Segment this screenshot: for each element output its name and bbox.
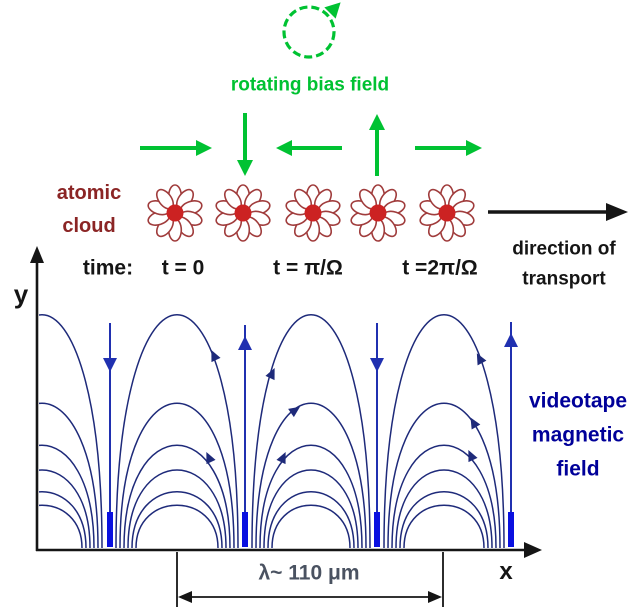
- field-arc: [39, 469, 91, 549]
- x-axis-label: x: [499, 558, 513, 585]
- field-arrow-up: [504, 333, 518, 347]
- atomic-cloud-label-line2: cloud: [62, 215, 116, 237]
- field-arc: [399, 491, 489, 549]
- field-arc: [271, 504, 351, 549]
- transport-label-line1: direction of: [512, 238, 616, 260]
- field-arc: [39, 444, 95, 549]
- atomic-cloud-symbol: [283, 184, 343, 242]
- field-arrow-down: [370, 358, 384, 372]
- field-arc: [391, 444, 497, 549]
- field-arc: [251, 314, 371, 549]
- rotating-bias-field-label: rotating bias field: [230, 74, 390, 96]
- field-arc: [383, 314, 505, 549]
- field-arrow: [276, 452, 286, 465]
- field-arc: [387, 402, 501, 549]
- field-arrow: [468, 450, 478, 463]
- videotape-label-line1: videotape: [528, 389, 628, 413]
- field-arc: [127, 469, 227, 549]
- field-arc: [263, 469, 359, 549]
- field-arrow: [206, 452, 216, 465]
- field-arc: [259, 444, 363, 549]
- field-arc: [267, 491, 355, 549]
- field-arrow: [288, 406, 301, 418]
- field-arrow: [211, 350, 221, 363]
- field-arrow: [476, 353, 487, 366]
- transport-label-line2: transport: [522, 268, 606, 290]
- bias-arrow-left: [276, 140, 342, 156]
- field-arrow-down: [103, 358, 117, 372]
- transport-arrow: [488, 203, 628, 221]
- atomic-cloud-symbols: [145, 184, 477, 242]
- time-label: time:: [82, 256, 134, 280]
- bias-arrow-down: [237, 113, 253, 176]
- time-value-1: t = π/Ω: [273, 256, 343, 280]
- atomic-cloud-symbol: [348, 184, 408, 242]
- bias-arrow-right-2: [415, 140, 482, 156]
- bias-arrow-up: [369, 114, 385, 176]
- magnetic-field-lines: [39, 314, 518, 549]
- x-axis: [36, 542, 542, 558]
- videotape-label-line2: magnetic: [531, 423, 625, 447]
- field-arc: [135, 504, 219, 549]
- wavelength-bracket: [176, 552, 444, 607]
- time-value-0: t = 0: [161, 256, 205, 280]
- field-arrow-up: [238, 336, 252, 350]
- atomic-cloud-symbol: [213, 184, 273, 242]
- field-arrow: [265, 368, 275, 381]
- field-arc: [119, 402, 235, 549]
- field-arc: [123, 444, 231, 549]
- field-arc: [255, 402, 367, 549]
- atomic-cloud-symbol: [417, 184, 477, 242]
- wavelength-label: λ~ 110 μm: [258, 561, 360, 585]
- field-arc: [403, 504, 485, 549]
- rotating-arrow-icon: [282, 2, 341, 59]
- y-axis: [30, 246, 44, 551]
- field-arc: [39, 504, 83, 549]
- field-arc: [395, 469, 493, 549]
- field-arrow: [470, 417, 481, 430]
- field-arc: [39, 314, 103, 549]
- field-arc: [115, 314, 239, 549]
- field-arc: [39, 402, 99, 549]
- bias-arrow-right-1: [140, 140, 212, 156]
- field-arc: [131, 491, 223, 549]
- field-arc: [39, 491, 87, 549]
- videotape-label-line3: field: [556, 457, 600, 481]
- y-axis-label: y: [13, 279, 29, 309]
- time-value-2: t =2π/Ω: [402, 256, 478, 280]
- atomic-cloud-label-line1: atomic: [56, 182, 122, 204]
- atomic-cloud-symbol: [145, 184, 205, 242]
